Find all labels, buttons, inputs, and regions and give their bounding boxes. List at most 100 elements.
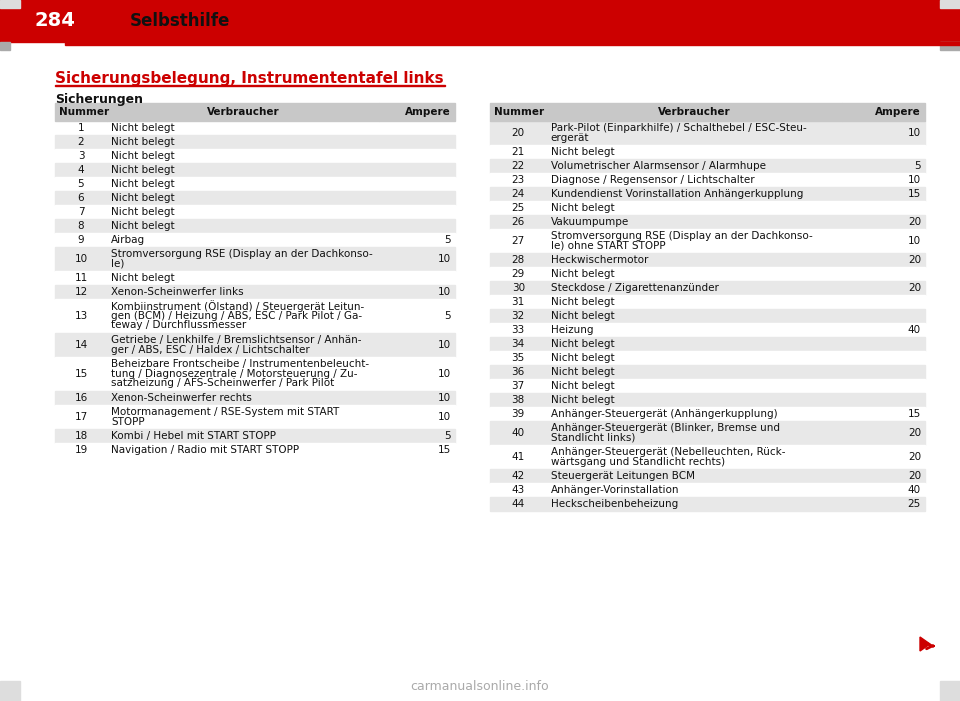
Bar xyxy=(490,295,925,309)
Bar xyxy=(55,405,455,429)
Text: Nicht belegt: Nicht belegt xyxy=(111,273,175,283)
Bar xyxy=(55,247,455,271)
Bar xyxy=(0,681,20,701)
Text: 284: 284 xyxy=(35,11,76,31)
Text: 9: 9 xyxy=(78,235,84,245)
Text: 6: 6 xyxy=(78,193,84,203)
Text: Kundendienst Vorinstallation Anhängerkupplung: Kundendienst Vorinstallation Anhängerkup… xyxy=(550,189,803,199)
Text: Nicht belegt: Nicht belegt xyxy=(550,367,614,377)
Bar xyxy=(490,187,925,201)
Text: STOPP: STOPP xyxy=(111,417,145,427)
Bar xyxy=(0,0,20,8)
Bar xyxy=(55,103,107,121)
Text: 20: 20 xyxy=(908,283,921,293)
Text: 20: 20 xyxy=(908,255,921,265)
Text: Sicherungen: Sicherungen xyxy=(55,93,143,106)
Text: Selbsthilfe: Selbsthilfe xyxy=(130,12,230,30)
Text: 10: 10 xyxy=(438,393,451,403)
Text: Motormanagement / RSE-System mit START: Motormanagement / RSE-System mit START xyxy=(111,407,339,417)
Text: 3: 3 xyxy=(78,151,84,161)
Text: Diagnose / Regensensor / Lichtschalter: Diagnose / Regensensor / Lichtschalter xyxy=(550,175,755,185)
Text: 33: 33 xyxy=(512,325,525,335)
Text: Kombi / Hebel mit START STOPP: Kombi / Hebel mit START STOPP xyxy=(111,431,276,441)
Text: 40: 40 xyxy=(908,325,921,335)
Text: 15: 15 xyxy=(908,189,921,199)
Text: 18: 18 xyxy=(74,431,87,441)
Text: 13: 13 xyxy=(74,311,87,321)
Bar xyxy=(842,103,925,121)
Bar xyxy=(55,219,455,233)
Bar xyxy=(490,267,925,281)
Bar xyxy=(379,103,455,121)
Bar xyxy=(940,681,960,701)
Text: wärtsgang und Standlicht rechts): wärtsgang und Standlicht rechts) xyxy=(550,457,725,467)
Text: 38: 38 xyxy=(512,395,525,405)
Bar xyxy=(490,497,925,511)
Text: 43: 43 xyxy=(512,485,525,495)
Text: Verbraucher: Verbraucher xyxy=(206,107,279,117)
Text: 10: 10 xyxy=(908,175,921,185)
Bar xyxy=(55,429,455,443)
Text: 24: 24 xyxy=(512,189,525,199)
Text: Heizung: Heizung xyxy=(550,325,593,335)
Bar xyxy=(490,483,925,497)
Text: Ampere: Ampere xyxy=(876,107,921,117)
Text: Sicherungsbelegung, Instrumententafel links: Sicherungsbelegung, Instrumententafel li… xyxy=(55,71,444,86)
Text: 5: 5 xyxy=(444,235,451,245)
Text: Heckwischermotor: Heckwischermotor xyxy=(550,255,648,265)
Text: 10: 10 xyxy=(438,340,451,350)
Text: Steckdose / Zigarettenanzünder: Steckdose / Zigarettenanzünder xyxy=(550,283,718,293)
Text: 34: 34 xyxy=(512,339,525,349)
Text: 5: 5 xyxy=(914,161,921,171)
Text: Nicht belegt: Nicht belegt xyxy=(111,137,175,147)
Text: 44: 44 xyxy=(512,499,525,509)
Bar xyxy=(0,0,960,42)
Text: 8: 8 xyxy=(78,221,84,231)
Text: 32: 32 xyxy=(512,311,525,321)
Text: Nicht belegt: Nicht belegt xyxy=(111,207,175,217)
Text: ergerät: ergerät xyxy=(550,132,589,143)
Text: 30: 30 xyxy=(512,283,525,293)
Text: Nicht belegt: Nicht belegt xyxy=(550,203,614,213)
Text: 20: 20 xyxy=(908,428,921,438)
Bar xyxy=(65,42,960,45)
Bar xyxy=(546,103,842,121)
Text: 26: 26 xyxy=(512,217,525,227)
Bar xyxy=(55,121,455,135)
Text: 20: 20 xyxy=(908,217,921,227)
Text: 15: 15 xyxy=(74,369,87,379)
Bar xyxy=(55,299,455,333)
Text: Standlicht links): Standlicht links) xyxy=(550,433,635,443)
Text: Stromversorgung RSE (Display an der Dachkonso-: Stromversorgung RSE (Display an der Dach… xyxy=(111,250,372,259)
Text: Volumetrischer Alarmsensor / Alarmhupe: Volumetrischer Alarmsensor / Alarmhupe xyxy=(550,161,765,171)
Text: 42: 42 xyxy=(512,471,525,481)
Bar xyxy=(490,159,925,173)
Bar xyxy=(490,253,925,267)
Text: tung / Diagnosezentrale / Motorsteuerung / Zu-: tung / Diagnosezentrale / Motorsteuerung… xyxy=(111,369,357,379)
Bar xyxy=(490,229,925,253)
Text: 16: 16 xyxy=(74,393,87,403)
Text: gen (BCM) / Heizung / ABS, ESC / Park Pilot / Ga-: gen (BCM) / Heizung / ABS, ESC / Park Pi… xyxy=(111,311,362,321)
Text: 14: 14 xyxy=(74,340,87,350)
Text: Nicht belegt: Nicht belegt xyxy=(550,269,614,279)
Text: Heckscheibenbeheizung: Heckscheibenbeheizung xyxy=(550,499,678,509)
Text: Nicht belegt: Nicht belegt xyxy=(550,381,614,391)
Bar xyxy=(490,323,925,337)
Text: Anhänger-Vorinstallation: Anhänger-Vorinstallation xyxy=(550,485,679,495)
Text: Airbag: Airbag xyxy=(111,235,145,245)
Text: le) ohne START STOPP: le) ohne START STOPP xyxy=(550,240,665,251)
Text: 12: 12 xyxy=(74,287,87,297)
Text: 5: 5 xyxy=(444,311,451,321)
Text: 20: 20 xyxy=(908,471,921,481)
Text: Nicht belegt: Nicht belegt xyxy=(550,353,614,363)
Text: 27: 27 xyxy=(512,236,525,246)
Bar xyxy=(55,177,455,191)
Bar xyxy=(55,205,455,219)
Bar xyxy=(490,145,925,159)
Bar xyxy=(940,42,960,50)
Text: Kombiinstrument (Ölstand) / Steuergerät Leitun-: Kombiinstrument (Ölstand) / Steuergerät … xyxy=(111,301,364,313)
Text: Nicht belegt: Nicht belegt xyxy=(550,297,614,307)
Bar xyxy=(55,135,455,149)
Text: Getriebe / Lenkhilfe / Bremslichtsensor / Anhän-: Getriebe / Lenkhilfe / Bremslichtsensor … xyxy=(111,335,362,346)
Text: ger / ABS, ESC / Haldex / Lichtschalter: ger / ABS, ESC / Haldex / Lichtschalter xyxy=(111,345,310,355)
